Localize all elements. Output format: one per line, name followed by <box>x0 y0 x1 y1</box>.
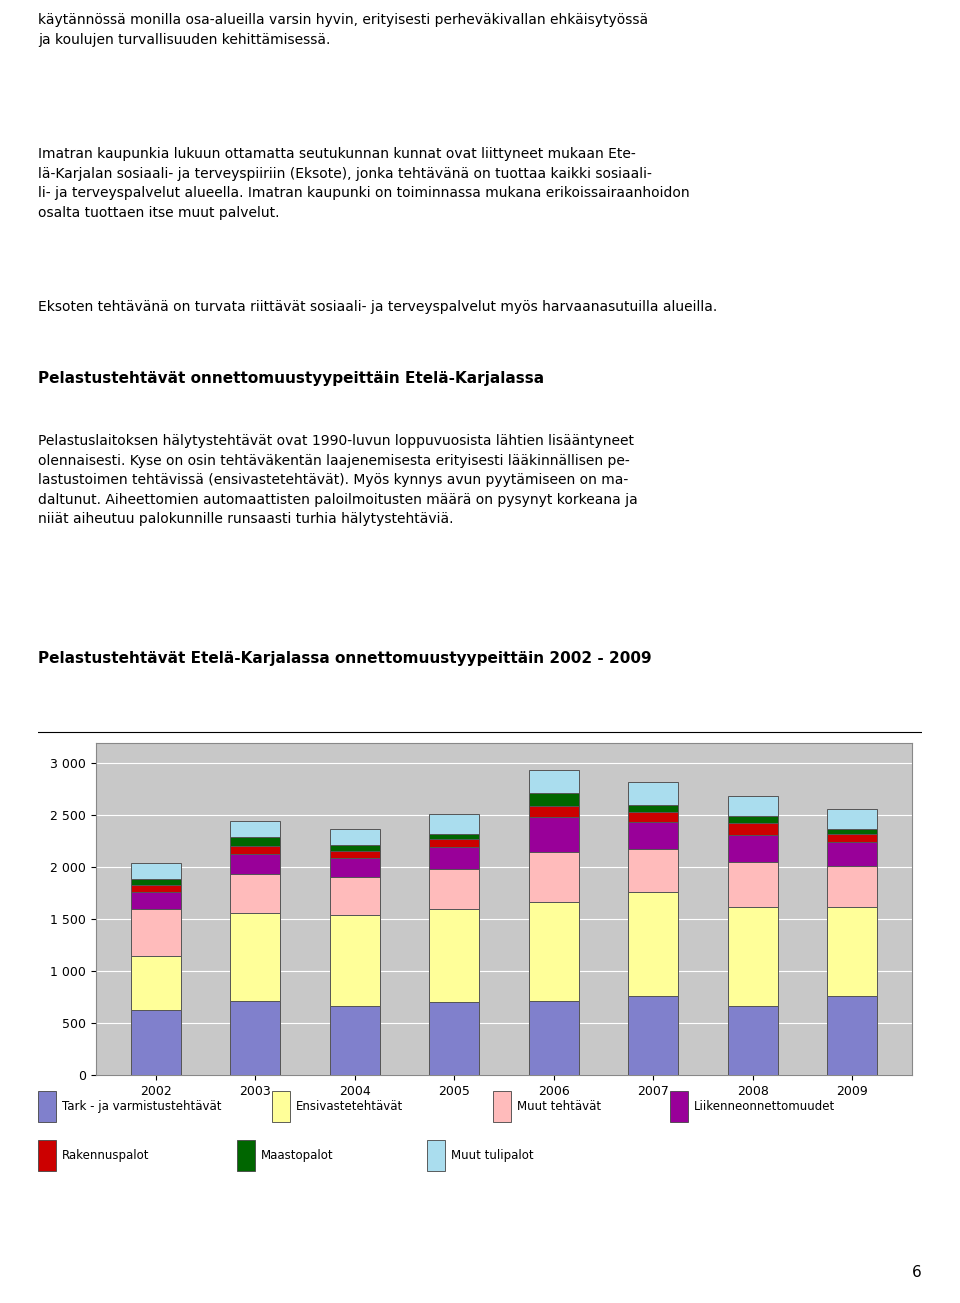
Bar <box>629 805 678 812</box>
Bar <box>38 1140 56 1171</box>
Bar <box>230 913 280 1001</box>
Text: Ensivastetehtävät: Ensivastetehtävät <box>297 1100 403 1113</box>
Text: käytännössä monilla osa-alueilla varsin hyvin, erityisesti perheväkivallan ehkäi: käytännössä monilla osa-alueilla varsin … <box>38 13 649 47</box>
Bar <box>529 807 579 817</box>
Bar <box>273 1091 290 1122</box>
Text: Imatran kaupunkia lukuun ottamatta seutukunnan kunnat ovat liittyneet mukaan Ete: Imatran kaupunkia lukuun ottamatta seutu… <box>38 147 690 220</box>
Bar <box>230 846 280 853</box>
Bar <box>429 847 479 869</box>
Bar <box>828 834 877 843</box>
Bar <box>828 907 877 995</box>
Bar <box>330 857 379 877</box>
Text: Pelastuslaitoksen hälytystehtävät ovat 1990-luvun loppuvuosista lähtien lisäänty: Pelastuslaitoksen hälytystehtävät ovat 1… <box>38 434 638 526</box>
Bar <box>629 812 678 822</box>
Bar <box>429 839 479 847</box>
Bar <box>629 848 678 893</box>
Bar <box>670 1091 687 1122</box>
Bar <box>529 1001 579 1075</box>
Bar <box>330 851 379 857</box>
Bar <box>728 835 778 863</box>
Text: Rakennuspalot: Rakennuspalot <box>62 1149 150 1162</box>
Bar <box>330 1006 379 1075</box>
Bar <box>429 1002 479 1075</box>
Bar <box>230 1001 280 1075</box>
Bar <box>728 863 778 907</box>
Text: Maastopalot: Maastopalot <box>261 1149 333 1162</box>
Bar <box>230 821 280 838</box>
Bar <box>529 792 579 807</box>
Bar <box>529 852 579 902</box>
Bar <box>230 838 280 846</box>
Bar <box>728 796 778 817</box>
Bar <box>131 878 180 885</box>
Bar <box>131 1010 180 1075</box>
Bar <box>629 822 678 848</box>
Bar <box>330 915 379 1006</box>
Bar <box>230 873 280 913</box>
Bar <box>131 885 180 893</box>
Bar <box>429 834 479 839</box>
Bar <box>38 1091 56 1122</box>
Text: Muut tulipalot: Muut tulipalot <box>451 1149 534 1162</box>
Bar <box>629 995 678 1075</box>
Text: Tark - ja varmistustehtävät: Tark - ja varmistustehtävät <box>62 1100 222 1113</box>
Bar <box>330 830 379 844</box>
Bar <box>629 782 678 805</box>
Bar <box>131 909 180 955</box>
Bar <box>728 1006 778 1075</box>
Text: Muut tehtävät: Muut tehtävät <box>517 1100 601 1113</box>
Bar <box>529 817 579 852</box>
Bar <box>330 877 379 915</box>
Bar <box>429 909 479 1002</box>
Bar <box>230 853 280 873</box>
Text: Liikenneonnettomuudet: Liikenneonnettomuudet <box>694 1100 835 1113</box>
Bar <box>828 809 877 829</box>
Bar <box>429 814 479 834</box>
Bar <box>828 866 877 907</box>
Text: 6: 6 <box>912 1264 922 1280</box>
Bar <box>427 1140 444 1171</box>
Bar <box>828 843 877 866</box>
Bar <box>330 844 379 851</box>
Bar <box>429 869 479 909</box>
Text: Eksoten tehtävänä on turvata riittävät sosiaali- ja terveyspalvelut myös harvaan: Eksoten tehtävänä on turvata riittävät s… <box>38 301 718 314</box>
Text: Pelastustehtävät onnettomuustyypeittäin Etelä-Karjalassa: Pelastustehtävät onnettomuustyypeittäin … <box>38 370 544 386</box>
Bar <box>131 955 180 1010</box>
Bar <box>828 829 877 834</box>
Bar <box>529 902 579 1001</box>
Bar <box>131 863 180 878</box>
Bar <box>728 817 778 822</box>
Text: Pelastustehtävät Etelä-Karjalassa onnettomuustyypeittäin 2002 - 2009: Pelastustehtävät Etelä-Karjalassa onnett… <box>38 652 652 667</box>
Bar <box>493 1091 511 1122</box>
Bar <box>828 995 877 1075</box>
Bar <box>728 907 778 1006</box>
Bar <box>728 822 778 835</box>
Bar <box>629 893 678 995</box>
Bar <box>131 893 180 909</box>
Bar <box>237 1140 254 1171</box>
Bar <box>529 770 579 792</box>
